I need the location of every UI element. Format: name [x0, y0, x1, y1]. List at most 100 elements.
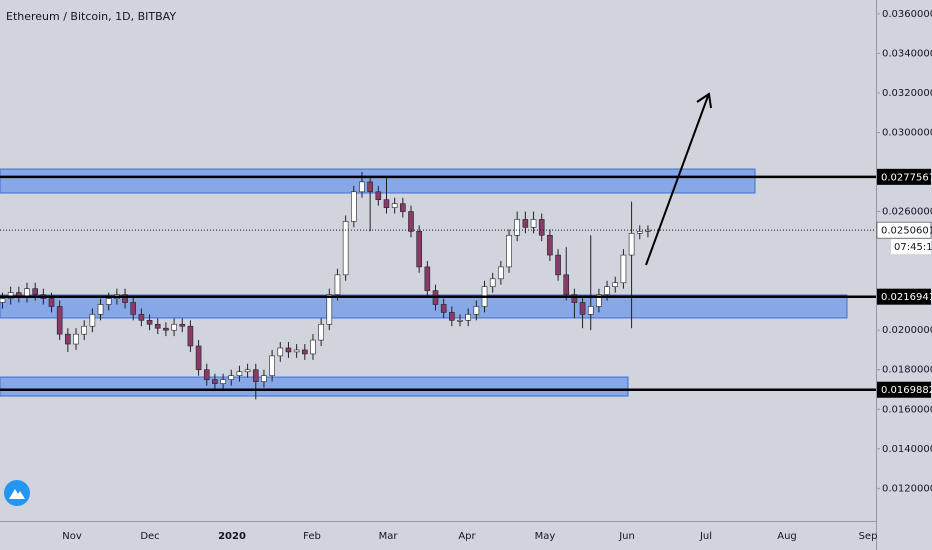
x-tick-label: Nov: [62, 531, 82, 542]
y-tick-label: 0.01600000: [882, 404, 932, 415]
candle-body: [555, 254, 561, 276]
candle-body: [73, 333, 79, 345]
candle-body: [97, 304, 104, 315]
candle-body: [416, 231, 422, 268]
zone: [0, 294, 848, 319]
candle-body: [171, 323, 177, 331]
candle-body: [514, 219, 521, 236]
candle-body: [163, 327, 169, 331]
level-label-box: [877, 288, 931, 305]
candle-body: [301, 349, 308, 355]
candle-body: [285, 347, 292, 353]
y-tick-label: 0.03400000: [882, 48, 932, 59]
candle-body: [645, 229, 651, 232]
level-label: 0.01698822: [881, 385, 932, 396]
candle-body: [32, 288, 38, 295]
candle-body: [48, 298, 55, 307]
candle-body: [277, 347, 284, 357]
candle-body: [236, 371, 243, 376]
x-tick-label: Sep: [859, 531, 878, 542]
candle-body: [203, 369, 210, 380]
candle-body: [244, 369, 251, 373]
candle-body: [620, 254, 627, 284]
countdown-label: 07:45:14: [894, 242, 932, 253]
zone: [0, 168, 756, 194]
y-tick-label: 0.01200000: [882, 483, 932, 494]
level-label: 0.02775671: [881, 172, 932, 183]
candle-body: [252, 369, 259, 382]
x-tick-label: Jun: [618, 531, 635, 542]
candle-body: [138, 314, 145, 321]
candle-body: [571, 294, 578, 303]
candle-body: [612, 282, 619, 287]
candle-body: [579, 302, 586, 315]
plot: [0, 168, 848, 400]
candle-body: [367, 181, 373, 193]
current-price-box: [876, 221, 932, 239]
candle-body: [538, 219, 545, 236]
candle-body: [310, 339, 316, 355]
y-tick-label: 0.01400000: [882, 444, 932, 455]
candle-body: [334, 274, 341, 295]
arrow-head: [696, 92, 712, 109]
candle-body: [587, 306, 594, 315]
candle-body: [326, 294, 333, 325]
candle-body: [228, 375, 235, 380]
candle-body: [0, 298, 6, 303]
candle-body: [293, 349, 300, 353]
candle-body: [212, 379, 218, 384]
y-tick-label: 0.01800000: [882, 365, 932, 376]
candle-body: [489, 278, 496, 287]
candle-body: [81, 325, 87, 335]
candle-body: [424, 266, 431, 291]
y-tick-label: 0.03000000: [882, 127, 932, 138]
candle-body: [604, 286, 610, 295]
candle-body: [89, 314, 96, 327]
candle-body: [473, 306, 480, 315]
arrow-shaft: [645, 95, 709, 266]
level-label-box: [877, 381, 931, 398]
candle-body: [146, 320, 153, 325]
candle-body: [383, 199, 390, 208]
x-tick-label: Jul: [699, 531, 712, 542]
candle-body: [24, 288, 30, 297]
candle-body: [636, 231, 643, 234]
candle-body: [195, 345, 202, 371]
candle-body: [105, 298, 112, 305]
candle-body: [65, 333, 71, 345]
candle-body: [220, 379, 226, 384]
candle-body: [130, 302, 137, 315]
candle-body: [359, 181, 365, 193]
candle-body: [440, 304, 447, 313]
candle-body: [628, 233, 635, 256]
candle-body: [400, 203, 406, 212]
candle-body: [506, 234, 512, 268]
candle-body: [122, 294, 128, 303]
candle-body: [179, 323, 186, 327]
x-tick-label: Mar: [379, 531, 399, 542]
candle-body: [154, 323, 161, 329]
arrow: [645, 92, 712, 266]
y-tick-label: 0.03200000: [882, 88, 932, 99]
candle-body: [465, 314, 471, 321]
candle-body: [342, 221, 349, 276]
logo[interactable]: [4, 480, 30, 506]
candle-body: [408, 211, 414, 232]
candle-body: [391, 203, 398, 208]
y-tick-label: 0.03600000: [882, 9, 932, 20]
chart-title: Ethereum / Bitcoin, 1D, BITBAY: [6, 10, 176, 23]
y-tick-label: 0.02000000: [882, 325, 932, 336]
candle-body: [522, 219, 529, 228]
level-label-box: [877, 168, 931, 185]
candle-body: [563, 274, 570, 295]
logo-mark[interactable]: [9, 489, 25, 499]
candle-body: [269, 355, 275, 376]
candle-body: [187, 325, 194, 347]
y-tick-label: 0.02600000: [882, 207, 932, 218]
candle-body: [261, 375, 267, 382]
candle-body: [318, 323, 324, 341]
candle-body: [498, 266, 504, 280]
zone: [0, 376, 629, 397]
